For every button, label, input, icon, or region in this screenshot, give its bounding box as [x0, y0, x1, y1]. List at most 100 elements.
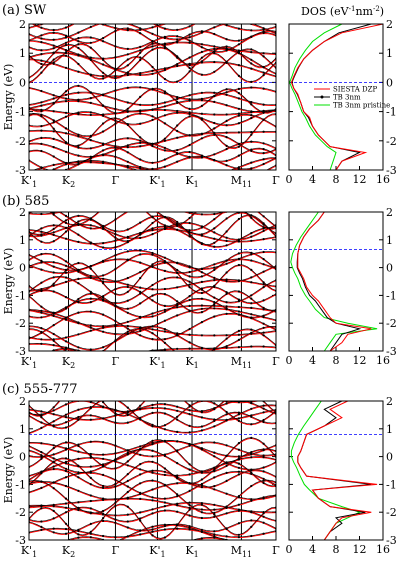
tb-band-point	[64, 497, 68, 500]
tb-band-point	[102, 130, 105, 133]
tb-band-point	[114, 199, 116, 201]
tb-band-point	[262, 229, 265, 232]
tb-band-point	[262, 407, 265, 410]
tb-band-point	[151, 216, 154, 219]
tb-band-point	[176, 300, 179, 303]
tb-band-point	[200, 502, 203, 505]
tb-band-point	[126, 479, 129, 482]
tb-band-point	[176, 354, 178, 356]
tb-band-point	[213, 100, 216, 103]
panel-c-title: (c) 555-777	[2, 382, 78, 397]
tb-band-point	[225, 136, 228, 139]
tb-band-point	[163, 92, 166, 95]
tb-band-point	[176, 276, 179, 279]
tb-band-point	[225, 217, 228, 220]
tb-band-point	[262, 515, 265, 518]
dos-xtick-label: 4	[309, 354, 316, 367]
tb-band-point	[40, 110, 43, 113]
tb-band-point	[176, 415, 179, 418]
panel-a-kpoint-labels: K'1 K2 Γ K'1 K1 M11 Γ	[21, 174, 280, 189]
tb-band-point	[213, 508, 216, 511]
tb-band-point	[225, 230, 228, 233]
tb-band-point	[163, 269, 166, 272]
tb-band-point	[40, 136, 43, 139]
tb-band-point	[139, 221, 142, 224]
tb-band-point	[40, 175, 42, 177]
tb-band-point	[225, 93, 228, 96]
tb-band-point	[77, 17, 79, 19]
tb-band-point	[102, 259, 105, 262]
tb-band-point	[77, 240, 80, 243]
tb-band-point	[139, 73, 142, 76]
tb-band-point	[176, 477, 179, 480]
tb-band-point	[163, 341, 166, 344]
tb-band-point	[213, 304, 216, 307]
tb-band-point	[89, 522, 92, 526]
tb-band-point	[40, 507, 43, 510]
tb-band-point	[77, 144, 80, 147]
tb-band-point	[64, 26, 68, 29]
tb-band-point	[188, 66, 191, 70]
tb-band-point	[139, 529, 142, 532]
tb-band-point	[114, 258, 117, 261]
tb-band-point	[225, 479, 228, 482]
tb-band-point	[176, 493, 179, 496]
tb-band-point	[77, 501, 80, 504]
tb-band-point	[139, 334, 142, 337]
tb-band-point	[250, 149, 253, 152]
tb-band-point	[114, 478, 117, 481]
tb-band-point	[200, 470, 203, 473]
ytick-label: 0	[19, 76, 26, 89]
tb-band-point	[213, 302, 216, 306]
ytick-label: 1	[19, 47, 26, 60]
tb-band-point	[213, 132, 216, 135]
tb-band-point	[225, 124, 228, 127]
tb-band-point	[40, 142, 43, 145]
tb-band-point	[237, 522, 240, 525]
tb-band-point	[139, 491, 142, 494]
tb-band-point	[114, 514, 117, 517]
tb-band-point	[250, 484, 253, 488]
tb-band-point	[89, 274, 92, 277]
tb-band-point	[188, 25, 191, 28]
tb-band-point	[102, 277, 105, 280]
tb-band-point	[40, 261, 43, 264]
tb-band-point	[114, 485, 117, 488]
tb-band-point	[250, 534, 253, 538]
tb-band-point	[237, 64, 240, 67]
tb-band-point	[225, 47, 228, 50]
tb-band-point	[102, 453, 105, 456]
panel-c-band-frame	[28, 400, 277, 541]
dos-ytick-label: 0	[386, 262, 393, 275]
tb-band-point	[40, 528, 43, 532]
panel-c-dos-siesta	[297, 400, 378, 541]
tb-band-point	[127, 358, 129, 360]
tb-band-point	[213, 153, 216, 156]
tb-band-point	[52, 467, 55, 471]
tb-band-point	[225, 278, 228, 281]
tb-band-point	[250, 51, 253, 54]
tb-band-point	[114, 198, 116, 200]
tb-band-point	[139, 112, 142, 115]
tb-band-point	[40, 545, 42, 547]
tb-band-point	[151, 45, 154, 48]
tb-band-point	[77, 322, 80, 325]
tb-band-point	[64, 426, 68, 429]
panel-b-band-frame	[28, 211, 277, 352]
tb-band-point	[151, 88, 154, 91]
tb-band-point	[102, 282, 105, 285]
tb-band-point	[213, 408, 216, 411]
tb-band-point	[77, 43, 80, 46]
tb-band-point	[200, 112, 203, 115]
tb-band-point	[200, 311, 203, 314]
tb-band-point	[250, 114, 253, 117]
tb-band-point	[52, 465, 55, 468]
tb-band-point	[52, 444, 55, 447]
tb-band-point	[225, 104, 228, 107]
dos-ytick-label: -3	[386, 164, 397, 177]
tb-band-point	[114, 67, 117, 70]
tb-band-point	[64, 457, 68, 460]
tb-band-point	[213, 419, 216, 422]
tb-band-point	[151, 118, 154, 121]
tb-band-point	[77, 277, 80, 280]
